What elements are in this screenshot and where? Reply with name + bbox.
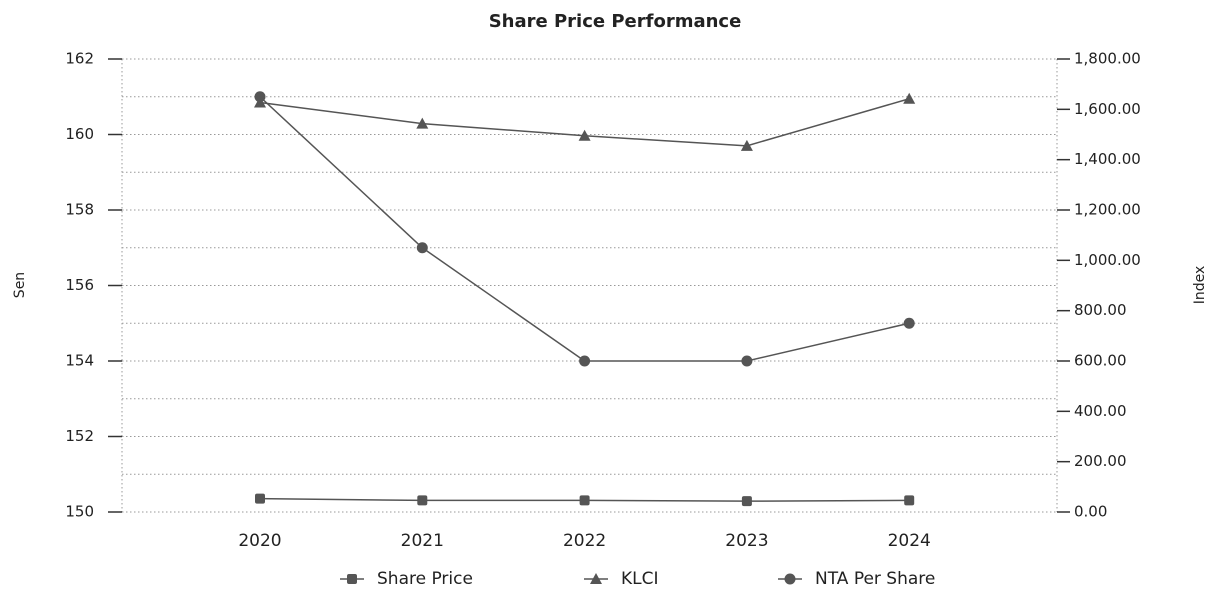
marker [254,91,266,103]
x-tick-label: 2020 [238,531,281,551]
marker [741,355,753,367]
y2-axis-label: Index [1192,266,1208,305]
y-tick-label: 158 [65,201,94,219]
y2-tick-label: 1,800.00 [1074,50,1141,68]
y2-tick-label: 200.00 [1074,452,1127,470]
marker [579,495,590,506]
marker [255,493,265,504]
x-tick-label: 2024 [888,531,931,551]
marker [904,495,915,506]
marker [416,117,429,129]
y-tick-label: 156 [65,276,94,294]
marker [590,573,602,584]
y-axis-label: Sen [12,272,28,298]
marker [416,242,428,254]
y2-tick-label: 1,200.00 [1074,201,1141,219]
marker [784,573,796,585]
y2-tick-label: 0.00 [1074,503,1107,521]
marker [741,496,752,507]
y2-tick-label: 1,400.00 [1074,150,1141,168]
y-tick-label: 162 [65,50,94,68]
legend-label: Share Price [377,569,473,589]
x-tick-label: 2023 [725,531,768,551]
marker [740,139,753,151]
y-tick-label: 154 [65,352,94,370]
y-tick-label: 150 [65,503,94,521]
y2-tick-label: 1,000.00 [1074,251,1141,269]
x-tick-label: 2022 [563,531,606,551]
x-tick-label: 2021 [401,531,444,551]
marker [579,355,591,367]
marker [903,92,916,104]
marker [903,317,915,329]
marker [578,129,591,141]
legend-label: KLCI [621,569,659,589]
y2-tick-label: 1,600.00 [1074,100,1141,118]
y-tick-label: 160 [65,125,94,143]
marker [417,495,428,506]
y2-tick-label: 400.00 [1074,402,1127,420]
y2-tick-label: 600.00 [1074,352,1127,370]
chart-title: Share Price Performance [489,11,742,32]
marker [347,574,357,584]
y-tick-label: 152 [65,427,94,445]
y2-tick-label: 800.00 [1074,301,1127,319]
legend-label: NTA Per Share [815,569,935,589]
